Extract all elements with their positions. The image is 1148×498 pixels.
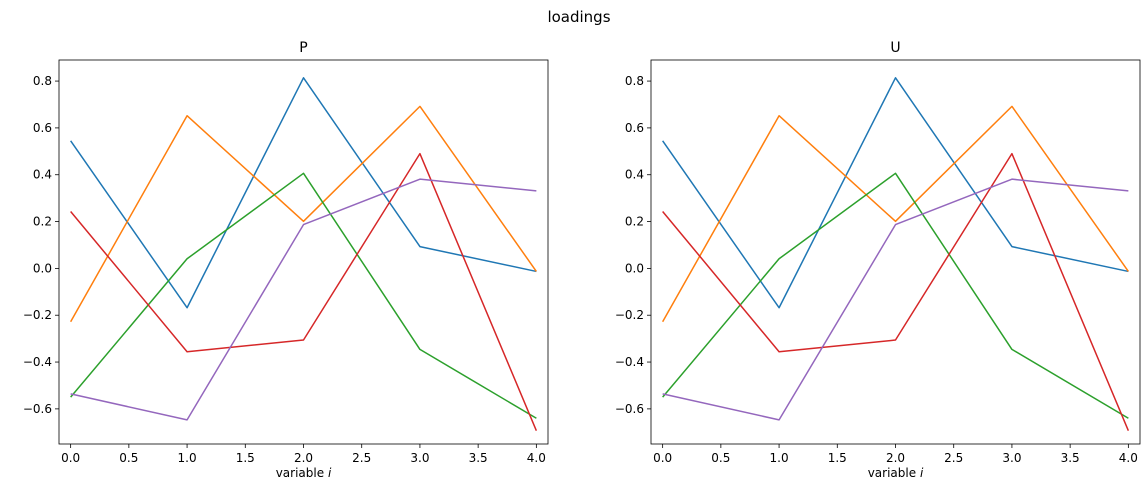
x-tick-label: 4.0	[527, 451, 546, 465]
y-tick-label: 0.2	[33, 215, 52, 229]
y-tick-label: −0.6	[615, 402, 644, 416]
panel-title: P	[299, 40, 307, 56]
x-tick-label: 1.5	[236, 451, 255, 465]
series-line-3	[662, 152, 1130, 431]
x-tick-label: 1.5	[828, 451, 847, 465]
series-line-1	[69, 105, 537, 323]
x-tick-label: 0.5	[711, 451, 730, 465]
series-line-4	[662, 178, 1129, 421]
y-tick-label: −0.4	[23, 355, 52, 369]
x-tick-label: 2.5	[352, 451, 371, 465]
x-axis-label: variable i	[868, 466, 924, 480]
panel-title: U	[890, 40, 900, 56]
plot-frame	[650, 59, 1141, 445]
x-tick-label: 1.0	[178, 451, 197, 465]
figure-suptitle: loadings	[547, 8, 610, 26]
x-tick-label: 0.0	[61, 451, 80, 465]
x-axis-label-variable: i	[920, 466, 924, 480]
y-tick-label: −0.2	[23, 308, 52, 322]
x-tick-label: 3.5	[1061, 451, 1080, 465]
plot-frame	[58, 59, 549, 445]
y-tick-label: 0.4	[33, 168, 52, 182]
y-tick-label: 0.2	[625, 215, 644, 229]
y-tick-label: 0.0	[625, 261, 644, 275]
series-line-0	[70, 77, 537, 309]
x-axis-label-variable: i	[328, 466, 332, 480]
x-tick-label: 1.0	[770, 451, 789, 465]
y-tick-label: 0.8	[33, 74, 52, 88]
y-tick-label: −0.2	[615, 308, 644, 322]
x-tick-label: 2.5	[944, 451, 963, 465]
y-tick-label: 0.4	[625, 168, 644, 182]
chart-panel-1: 0.0 0.5 1.0 1.5 2.0 2.5 3.0 3.5 4.0 −0.6 −0.4 −0.2 0…	[615, 40, 1141, 480]
x-tick-label: 3.0	[1002, 451, 1021, 465]
series-line-4	[70, 178, 537, 421]
series-line-3	[70, 152, 538, 431]
x-axis-label-text: variable	[868, 466, 920, 480]
x-tick-label: 3.0	[410, 451, 429, 465]
chart-panel-0: 0.0 0.5 1.0 1.5 2.0 2.5 3.0 3.5 4.0 −0.6 −0.4 −0.2 0…	[23, 40, 549, 480]
x-axis-label-text: variable	[276, 466, 328, 480]
x-tick-label: 2.0	[886, 451, 905, 465]
y-tick-label: 0.0	[33, 261, 52, 275]
x-tick-label: 0.0	[653, 451, 672, 465]
series-line-0	[662, 77, 1129, 309]
x-tick-label: 3.5	[469, 451, 488, 465]
y-tick-label: −0.4	[615, 355, 644, 369]
y-tick-label: 0.8	[625, 74, 644, 88]
y-tick-label: 0.6	[625, 121, 644, 135]
x-tick-label: 4.0	[1119, 451, 1138, 465]
x-tick-label: 0.5	[119, 451, 138, 465]
y-tick-label: 0.6	[33, 121, 52, 135]
x-axis-label: variable i	[276, 466, 332, 480]
y-tick-label: −0.6	[23, 402, 52, 416]
series-line-1	[661, 105, 1129, 323]
x-tick-label: 2.0	[294, 451, 313, 465]
